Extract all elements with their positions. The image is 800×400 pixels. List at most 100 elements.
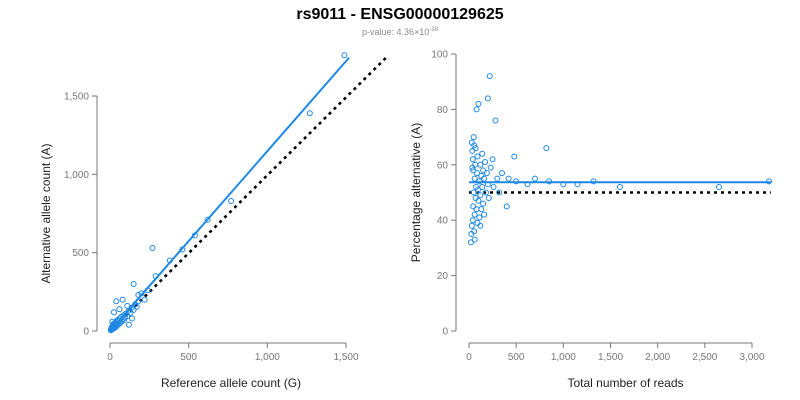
left-data-point bbox=[133, 303, 140, 310]
right-data-point bbox=[475, 100, 482, 107]
right-data-point bbox=[503, 203, 510, 210]
right-data-point bbox=[471, 211, 478, 218]
right-data-point bbox=[470, 167, 477, 174]
right-data-point bbox=[471, 236, 478, 243]
left-x-tick-label: 500 bbox=[180, 352, 197, 363]
right-data-point bbox=[474, 186, 481, 193]
left-y-axis-title: Alternative allele count (A) bbox=[39, 143, 53, 283]
left-data-point bbox=[204, 216, 211, 223]
left-data-point bbox=[130, 281, 137, 287]
left-y-tick-label: 0 bbox=[83, 327, 89, 338]
right-data-point bbox=[474, 170, 481, 177]
right-data-point bbox=[469, 147, 476, 154]
right-data-point bbox=[482, 159, 489, 166]
right-data-point bbox=[480, 167, 487, 174]
left-y-tick-label: 1,500 bbox=[64, 92, 89, 103]
right-data-point bbox=[474, 153, 481, 160]
right-data-point bbox=[511, 153, 518, 160]
right-x-tick-label: 0 bbox=[466, 352, 472, 363]
right-data-point bbox=[485, 195, 492, 202]
left-data-point bbox=[116, 306, 123, 313]
right-data-point bbox=[543, 145, 550, 152]
left-y-tick-label: 500 bbox=[72, 248, 89, 259]
right-data-point bbox=[477, 192, 484, 199]
left-x-tick-label: 0 bbox=[107, 352, 113, 363]
left-x-tick-label: 1,500 bbox=[333, 352, 358, 363]
right-data-point bbox=[469, 156, 476, 163]
right-x-tick-label: 1,000 bbox=[551, 352, 576, 363]
right-y-tick-label: 100 bbox=[431, 50, 448, 61]
right-chart-group: 0 20 40 60 80 100 0 500 1,000 1,500 2,000 2,500 3,00… bbox=[409, 50, 772, 390]
right-data-point bbox=[481, 175, 488, 182]
right-data-point bbox=[616, 183, 623, 190]
right-data-point bbox=[479, 150, 486, 157]
right-data-point bbox=[481, 211, 488, 218]
right-data-point bbox=[715, 183, 722, 190]
right-x-tick-label: 2,000 bbox=[645, 352, 670, 363]
left-data-point bbox=[110, 309, 117, 316]
right-data-point bbox=[479, 183, 486, 190]
right-data-point bbox=[492, 117, 499, 124]
left-data-point bbox=[149, 244, 156, 251]
right-data-point bbox=[480, 200, 487, 207]
right-data-point bbox=[471, 228, 478, 235]
left-data-point bbox=[124, 313, 131, 320]
left-data-point bbox=[129, 315, 136, 322]
left-data-point bbox=[124, 302, 131, 309]
left-data-point bbox=[141, 296, 148, 303]
right-data-point bbox=[470, 203, 477, 210]
left-data-point bbox=[130, 306, 137, 313]
right-data-point bbox=[490, 183, 497, 190]
right-data-point bbox=[470, 189, 477, 196]
right-y-tick-label: 20 bbox=[437, 271, 449, 282]
right-data-point bbox=[532, 175, 539, 182]
left-data-point bbox=[125, 321, 132, 328]
right-data-point bbox=[467, 239, 474, 246]
left-data-point bbox=[113, 298, 120, 305]
left-data-point bbox=[341, 52, 348, 59]
right-data-point bbox=[483, 170, 490, 177]
right-data-point bbox=[473, 106, 480, 113]
pvalue-text: p-value: 4.36×10 bbox=[362, 27, 430, 37]
left-data-point bbox=[119, 296, 126, 303]
pvalue-subtitle: p-value: 4.36×10-38 bbox=[0, 24, 800, 38]
right-y-axis-title: Percentage alternative (A) bbox=[409, 123, 423, 262]
left-data-point bbox=[306, 110, 313, 117]
left-data-point bbox=[228, 197, 235, 204]
right-y-tick-label: 40 bbox=[437, 216, 449, 227]
right-data-point bbox=[471, 175, 478, 182]
right-x-tick-label: 3,000 bbox=[739, 352, 764, 363]
right-x-tick-label: 1,500 bbox=[598, 352, 623, 363]
right-data-point bbox=[468, 222, 475, 229]
left-data-point bbox=[127, 309, 134, 316]
chart-title: rs9011 - ENSG00000129625 bbox=[296, 6, 504, 23]
right-data-point bbox=[482, 189, 489, 196]
right-data-point bbox=[478, 206, 485, 213]
right-data-point bbox=[487, 164, 494, 171]
left-data-point bbox=[109, 318, 116, 325]
right-data-point bbox=[469, 217, 476, 224]
right-data-point bbox=[496, 189, 503, 196]
right-x-axis-title: Total number of reads bbox=[567, 376, 683, 390]
right-data-point bbox=[489, 156, 496, 163]
right-data-point bbox=[475, 197, 482, 204]
left-x-axis-title: Reference allele count (G) bbox=[161, 376, 301, 390]
right-data-point bbox=[469, 164, 476, 171]
right-y-tick-label: 60 bbox=[437, 160, 449, 171]
right-y-tick-label: 0 bbox=[442, 327, 448, 338]
pvalue-exponent: -38 bbox=[429, 27, 438, 33]
left-x-tick-label: 1,000 bbox=[255, 352, 280, 363]
right-data-point bbox=[505, 175, 512, 182]
right-data-point bbox=[477, 222, 484, 229]
left-fit-line bbox=[109, 56, 350, 332]
right-x-tick-label: 2,500 bbox=[692, 352, 717, 363]
right-data-point bbox=[484, 95, 491, 102]
title-block: rs9011 - ENSG00000129625 p-value: 4.36×1… bbox=[0, 6, 800, 38]
right-x-tick-label: 500 bbox=[508, 352, 525, 363]
left-reference-line bbox=[109, 55, 388, 332]
right-y-tick-label: 80 bbox=[437, 105, 449, 116]
right-data-point bbox=[471, 142, 478, 149]
right-data-point bbox=[470, 134, 477, 141]
